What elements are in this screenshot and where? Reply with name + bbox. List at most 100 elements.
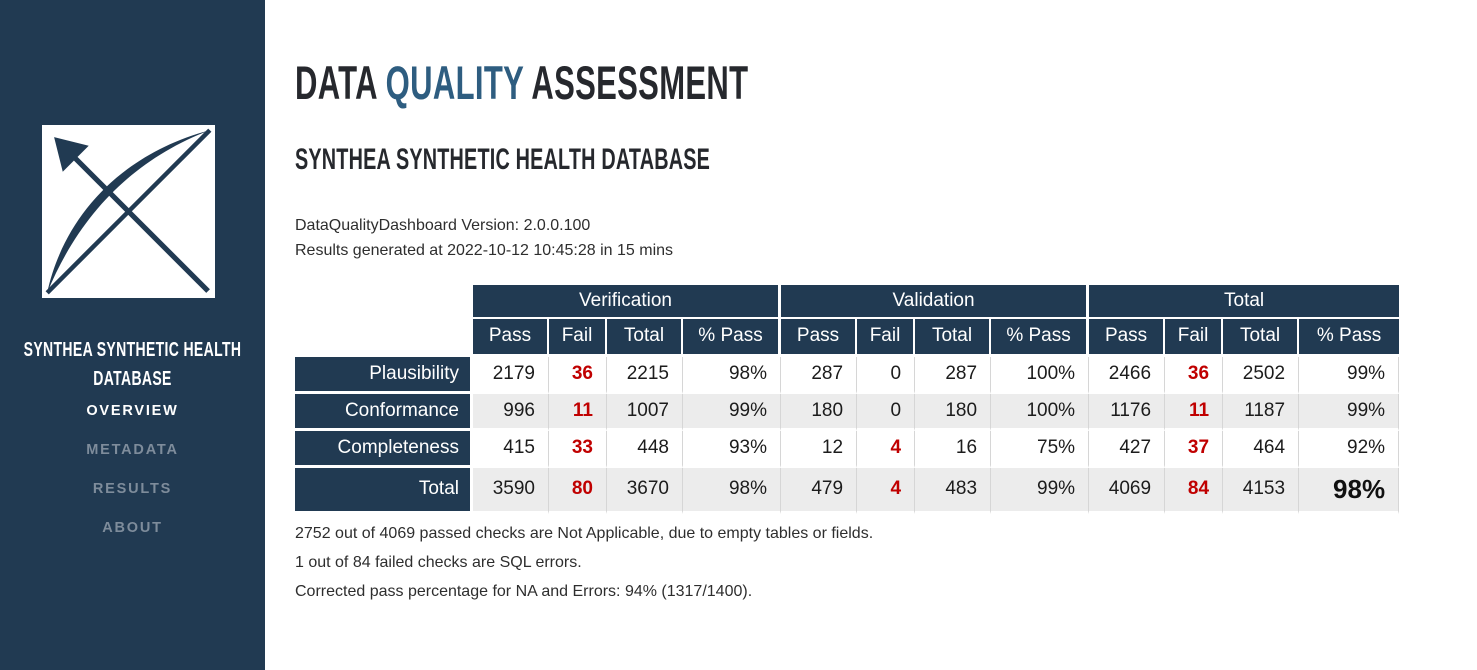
value-cell: 3590 (473, 467, 549, 514)
value-cell: 287 (915, 356, 992, 394)
col-header-pct-pass: % Pass (683, 318, 782, 357)
value-cell: 2502 (1223, 356, 1300, 394)
col-header-fail: Fail (549, 318, 607, 357)
value-cell: 100% (991, 393, 1090, 431)
sub-header-row: Pass Fail Total % Pass Pass Fail Total %… (295, 318, 1400, 357)
value-cell: 93% (683, 430, 782, 468)
page-title: DATA QUALITY ASSESSMENT (295, 56, 1075, 109)
table-row: Completeness 415 33 448 93% 12 4 16 75% 427 37 464 9… (295, 430, 1400, 468)
value-cell: 1187 (1223, 393, 1300, 431)
value-cell: 99% (991, 467, 1090, 514)
value-cell: 100% (991, 356, 1090, 394)
main-content: DATA QUALITY ASSESSMENT SYNTHEA SYNTHETI… (265, 0, 1477, 670)
value-cell: 98% (1299, 467, 1400, 514)
dqd-logo (42, 125, 215, 298)
value-cell: 4153 (1223, 467, 1300, 514)
col-header-pct-pass: % Pass (1299, 318, 1400, 357)
sidebar-database-name: SYNTHEA SYNTHETIC HEALTH DATABASE (23, 339, 242, 390)
fail-count-cell: 36 (1165, 356, 1224, 394)
sidebar-item-overview[interactable]: OVERVIEW (86, 403, 179, 419)
summary-table: Verification Validation Total Pass Fail … (295, 284, 1400, 514)
value-cell: 427 (1089, 430, 1166, 468)
value-cell: 180 (781, 393, 858, 431)
sidebar: SYNTHEA SYNTHETIC HEALTH DATABASE OVERVI… (0, 0, 265, 670)
footnote-sql-errors: 1 out of 84 failed checks are SQL errors… (295, 553, 582, 571)
group-header-verification: Verification (473, 284, 782, 319)
value-cell: 180 (915, 393, 992, 431)
table-row: Plausibility 2179 36 2215 98% 287 0 287 100% 2466… (295, 356, 1400, 394)
value-cell: 464 (1223, 430, 1300, 468)
col-header-total: Total (915, 318, 992, 357)
value-cell: 99% (1299, 393, 1400, 431)
row-label: Conformance (295, 393, 473, 431)
col-header-total: Total (1223, 318, 1300, 357)
summary-table-body: Plausibility 2179 36 2215 98% 287 0 287 100% 2466… (295, 356, 1400, 514)
value-cell: 2179 (473, 356, 549, 394)
database-subtitle: SYNTHEA SYNTHETIC HEALTH DATABASE (295, 142, 711, 176)
value-cell: 483 (915, 467, 992, 514)
value-cell: 479 (781, 467, 858, 514)
row-label: Completeness (295, 430, 473, 468)
value-cell: 0 (857, 356, 916, 394)
fail-count-cell: 33 (549, 430, 607, 468)
table-corner-cell (295, 284, 473, 357)
fail-count-cell: 80 (549, 467, 607, 514)
value-cell: 16 (915, 430, 992, 468)
value-cell: 99% (683, 393, 782, 431)
page-title-highlight: QUALITY (385, 56, 524, 109)
table-row: Conformance 996 11 1007 99% 180 0 180 100% 1176 11… (295, 393, 1400, 431)
value-cell: 287 (781, 356, 858, 394)
col-header-pass: Pass (781, 318, 858, 357)
fail-count-cell: 36 (549, 356, 607, 394)
fail-count-cell: 4 (857, 467, 916, 514)
group-header-row: Verification Validation Total (295, 284, 1400, 357)
page-title-post: ASSESSMENT (531, 56, 749, 109)
col-header-fail: Fail (857, 318, 916, 357)
footnotes: 2752 out of 4069 passed checks are Not A… (295, 520, 1477, 606)
value-cell: 12 (781, 430, 858, 468)
sidebar-nav: OVERVIEW METADATA RESULTS ABOUT (0, 403, 265, 559)
value-cell: 98% (683, 356, 782, 394)
value-cell: 0 (857, 393, 916, 431)
sidebar-item-about[interactable]: ABOUT (102, 520, 163, 536)
dqd-bow-arrow-icon (42, 125, 215, 298)
meta-block: DataQualityDashboard Version: 2.0.0.100 … (295, 213, 1477, 264)
group-header-total: Total (1089, 284, 1400, 319)
footnote-na: 2752 out of 4069 passed checks are Not A… (295, 524, 874, 542)
fail-count-cell: 4 (857, 430, 916, 468)
table-row-total: Total 3590 80 3670 98% 479 4 483 99% 4069 84 4153 98… (295, 467, 1400, 514)
col-header-total: Total (607, 318, 683, 357)
value-cell: 2466 (1089, 356, 1166, 394)
sidebar-item-results[interactable]: RESULTS (92, 481, 173, 497)
value-cell: 98% (683, 467, 782, 514)
value-cell: 92% (1299, 430, 1400, 468)
fail-count-cell: 84 (1165, 467, 1224, 514)
value-cell: 4069 (1089, 467, 1166, 514)
value-cell: 415 (473, 430, 549, 468)
fail-count-cell: 37 (1165, 430, 1224, 468)
group-header-validation: Validation (781, 284, 1090, 319)
fail-count-cell: 11 (549, 393, 607, 431)
value-cell: 996 (473, 393, 549, 431)
col-header-fail: Fail (1165, 318, 1224, 357)
value-cell: 3670 (607, 467, 683, 514)
col-header-pass: Pass (1089, 318, 1166, 357)
value-cell: 1007 (607, 393, 683, 431)
value-cell: 1176 (1089, 393, 1166, 431)
value-cell: 75% (991, 430, 1090, 468)
fail-count-cell: 11 (1165, 393, 1224, 431)
value-cell: 99% (1299, 356, 1400, 394)
col-header-pct-pass: % Pass (991, 318, 1090, 357)
col-header-pass: Pass (473, 318, 549, 357)
generated-text: Results generated at 2022-10-12 10:45:28… (295, 242, 674, 260)
sidebar-database-name-wrap: SYNTHEA SYNTHETIC HEALTH DATABASE (0, 336, 265, 394)
value-cell: 448 (607, 430, 683, 468)
sidebar-item-metadata[interactable]: METADATA (86, 442, 179, 458)
page-title-pre: DATA (295, 56, 377, 109)
footnote-corrected-pct: Corrected pass percentage for NA and Err… (295, 582, 753, 600)
row-label: Total (295, 467, 473, 514)
value-cell: 2215 (607, 356, 683, 394)
row-label: Plausibility (295, 356, 473, 394)
version-text: DataQualityDashboard Version: 2.0.0.100 (295, 216, 591, 234)
